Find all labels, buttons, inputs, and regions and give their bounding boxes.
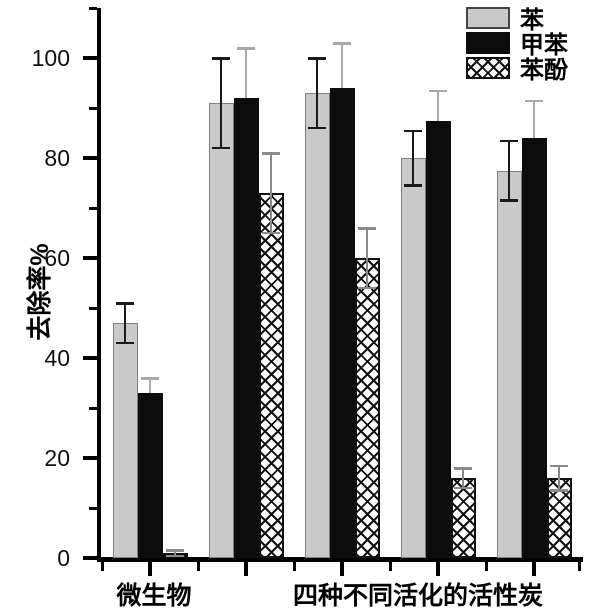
bar-black-group5 xyxy=(521,138,547,558)
error-bar-cap-top xyxy=(454,467,472,470)
y-minor-tick xyxy=(89,206,97,210)
x-major-tick xyxy=(436,562,440,576)
legend-label: 甲苯 xyxy=(520,32,568,59)
error-bar-line xyxy=(462,468,464,488)
y-tick-label: 20 xyxy=(44,445,70,471)
error-bar-cap-bottom xyxy=(212,146,230,149)
error-bar-cap-bottom xyxy=(454,486,472,489)
y-minor-tick xyxy=(89,406,97,410)
error-bar-line xyxy=(245,48,247,98)
x-minor-tick xyxy=(577,562,581,571)
error-bar-cap-bottom xyxy=(550,489,568,492)
x-major-tick xyxy=(244,562,248,576)
y-minor-tick xyxy=(89,506,97,510)
x-minor-tick xyxy=(100,562,104,571)
y-major-tick xyxy=(83,456,97,460)
error-bar-line xyxy=(366,228,368,288)
error-bar-line xyxy=(149,378,151,393)
y-tick-label: 60 xyxy=(44,245,70,271)
bar-black-group1 xyxy=(137,393,163,558)
bar-gray-group2 xyxy=(208,103,234,558)
error-bar-cap-top xyxy=(358,227,376,230)
y-major-tick xyxy=(83,156,97,160)
error-bar-cap-top xyxy=(525,99,543,102)
error-bar-line xyxy=(220,58,222,148)
bar-black-group4 xyxy=(425,120,451,558)
error-bar-cap-bottom xyxy=(500,199,518,202)
error-bar-cap-top xyxy=(141,377,159,380)
error-bar-cap-bottom xyxy=(308,126,326,129)
y-minor-tick xyxy=(89,106,97,110)
error-bar-line xyxy=(341,43,343,88)
error-bar-cap-bottom xyxy=(358,286,376,289)
y-major-tick xyxy=(83,356,97,360)
x-group-label-activated-carbon: 四种不同活化的活性炭 xyxy=(292,582,544,610)
error-bar-cap-top xyxy=(262,152,280,155)
error-bar-cap-top xyxy=(212,57,230,60)
legend: 苯 甲苯 苯酚 xyxy=(466,6,568,84)
error-bar-line xyxy=(437,90,439,121)
error-bar-cap-top xyxy=(500,139,518,142)
bar-hatch-group5 xyxy=(546,478,572,558)
y-minor-tick xyxy=(89,6,97,10)
y-minor-tick xyxy=(89,306,97,310)
error-bar-cap-top xyxy=(333,42,351,45)
error-bar-cap-top xyxy=(404,129,422,132)
error-bar-cap-top xyxy=(116,302,134,305)
y-axis-line xyxy=(97,8,101,562)
legend-label: 苯 xyxy=(520,7,544,34)
x-major-tick xyxy=(532,562,536,576)
x-group-label-microbe: 微生物 xyxy=(116,582,192,610)
legend-swatch-gray xyxy=(466,6,510,29)
error-bar-line xyxy=(412,130,414,186)
legend-swatch-black xyxy=(466,31,510,54)
error-bar-line xyxy=(316,58,318,128)
legend-entry-toluene: 甲苯 xyxy=(466,31,568,59)
error-bar-line xyxy=(508,140,510,201)
error-bar-cap-top xyxy=(237,47,255,50)
error-bar-line xyxy=(533,100,535,138)
bar-hatch-group2 xyxy=(258,193,284,558)
y-major-tick xyxy=(83,556,97,560)
error-bar-cap-bottom xyxy=(116,341,134,344)
bar-hatch-group3 xyxy=(354,258,380,558)
bar-black-group2 xyxy=(233,98,259,558)
x-major-tick xyxy=(340,562,344,576)
legend-entry-phenol: 苯酚 xyxy=(466,56,568,84)
x-minor-tick xyxy=(196,562,200,571)
x-major-tick xyxy=(148,562,152,576)
y-tick-label: 100 xyxy=(31,45,70,71)
y-major-tick xyxy=(83,56,97,60)
error-bar-line xyxy=(174,550,176,556)
error-bar-cap-top xyxy=(429,89,447,92)
error-bar-line xyxy=(558,465,560,491)
y-major-tick xyxy=(83,256,97,260)
error-bar-cap-top xyxy=(308,57,326,60)
error-bar-cap-bottom xyxy=(404,184,422,187)
bar-black-group3 xyxy=(329,88,355,558)
error-bar-cap-top xyxy=(166,549,184,552)
bar-hatch-group4 xyxy=(450,478,476,558)
error-bar-line xyxy=(124,303,126,343)
error-bar-cap-top xyxy=(550,464,568,467)
y-tick-label: 40 xyxy=(44,345,70,371)
error-bar-line xyxy=(270,153,272,233)
x-minor-tick xyxy=(292,562,296,571)
legend-swatch-hatch xyxy=(466,56,510,79)
error-bar-cap-bottom xyxy=(262,231,280,234)
bar-gray-group5 xyxy=(496,170,522,558)
x-minor-tick xyxy=(388,562,392,571)
bar-gray-group1 xyxy=(112,323,138,558)
x-axis-line xyxy=(97,557,583,562)
y-tick-label: 80 xyxy=(44,145,70,171)
error-bar-cap-bottom xyxy=(166,554,184,557)
bar-gray-group3 xyxy=(304,93,330,558)
legend-entry-benzene: 苯 xyxy=(466,6,568,34)
x-minor-tick xyxy=(484,562,488,571)
legend-label: 苯酚 xyxy=(520,57,568,84)
y-tick-label: 0 xyxy=(57,545,70,571)
bar-gray-group4 xyxy=(400,158,426,558)
